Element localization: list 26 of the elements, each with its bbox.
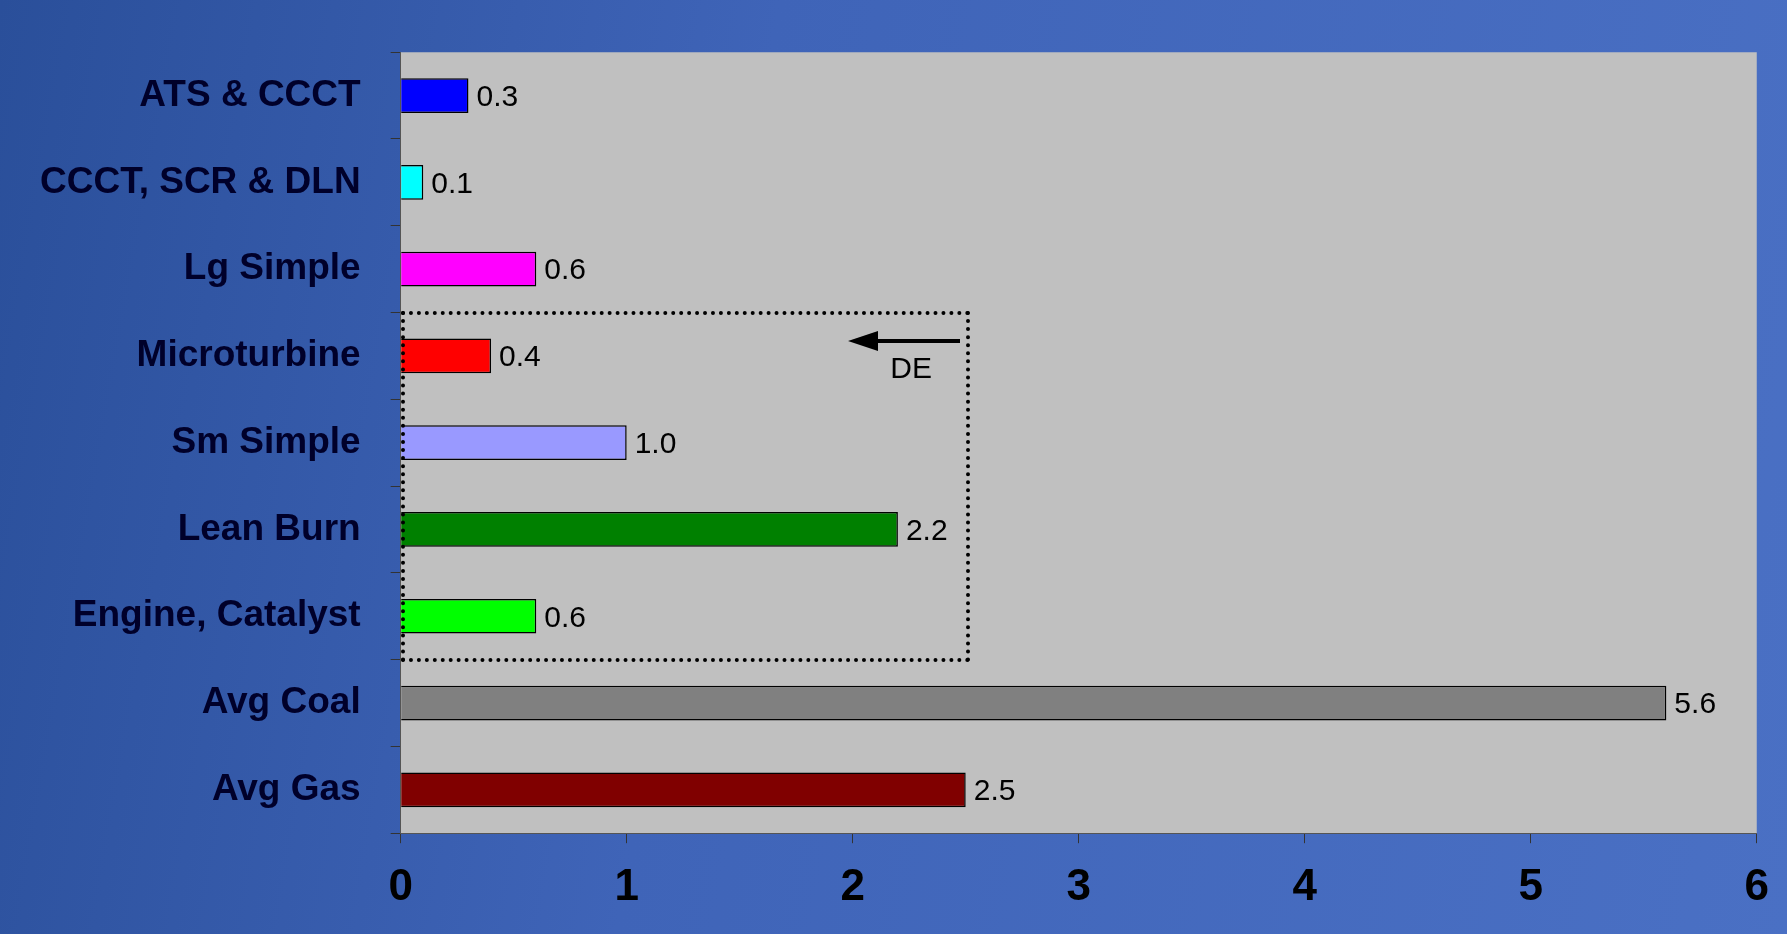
- y-tick-label: ATS & CCCT: [139, 72, 362, 114]
- x-tick-label: 2: [840, 859, 865, 909]
- y-tick-label: Lean Burn: [177, 506, 361, 548]
- data-label: 2.5: [973, 773, 1016, 807]
- data-label: 2.2: [905, 512, 948, 546]
- x-tick-label: 3: [1066, 859, 1091, 909]
- x-tick-label: 5: [1518, 859, 1543, 909]
- y-tick-label: Lg Simple: [183, 246, 361, 288]
- data-label: 0.3: [476, 78, 519, 112]
- y-tick-label: Avg Coal: [201, 680, 361, 722]
- x-tick-label: 6: [1744, 859, 1770, 909]
- x-tick-label: 1: [614, 859, 639, 909]
- data-label: 0.6: [544, 599, 586, 633]
- x-tick-label: 4: [1292, 859, 1318, 909]
- data-label: 0.4: [499, 339, 541, 373]
- x-tick-label: 0: [388, 859, 413, 909]
- y-tick-label: Sm Simple: [171, 419, 361, 461]
- y-tick-label: Microturbine: [136, 333, 361, 375]
- annotation: DE: [890, 350, 932, 385]
- y-tick-label: Engine, Catalyst: [72, 593, 361, 635]
- y-tick-label: Avg Gas: [211, 767, 361, 809]
- data-label: 0.6: [544, 252, 586, 286]
- data-label: 1.0: [634, 425, 677, 459]
- data-label: 5.6: [1674, 686, 1717, 720]
- data-label: 0.1: [431, 165, 473, 199]
- y-tick-label: CCCT, SCR & DLN: [39, 159, 361, 201]
